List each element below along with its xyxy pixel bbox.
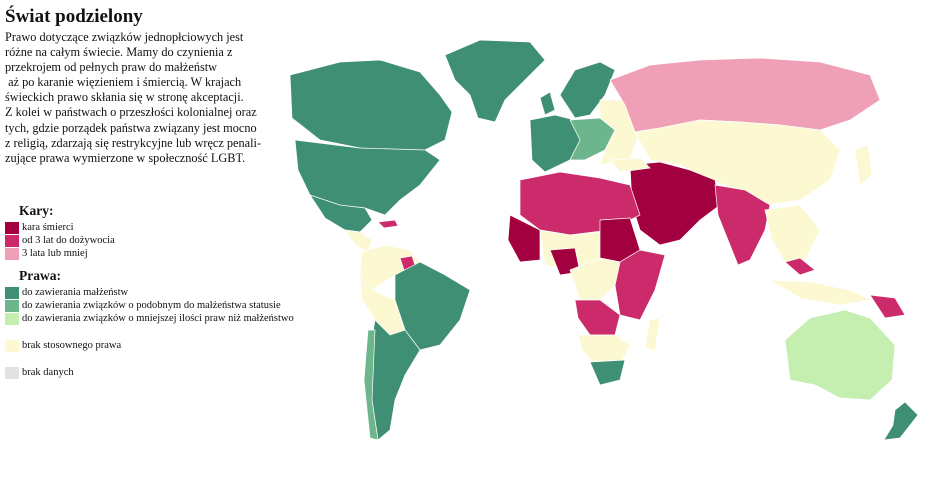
description-line: tych, gdzie porządek państwa związany je… [5,120,257,135]
legend-item: brak danych [5,366,325,379]
legend-section-title: Prawa: [19,268,61,283]
legend-swatch [5,339,19,352]
india [714,184,771,266]
japan [854,144,873,186]
middle-east [629,161,721,246]
png [869,294,906,319]
legend: Kary: kara śmierci od 3 lat do dożywocia 3 … [5,203,325,379]
legend-item: 3 lata lub mniej [5,247,325,260]
uk [539,91,556,116]
south-africa [589,359,626,386]
description-line: Z kolei w państwach o przeszłości koloni… [5,105,257,120]
legend-swatch [5,234,19,247]
legend-label: 3 lata lub mniej [22,248,88,259]
legend-label: do zawierania związków o mniejszej ilośc… [22,313,294,324]
description-line: aż po karanie więzieniem i śmiercią. W k… [5,75,242,90]
australia [784,309,896,401]
legend-gap [5,352,325,366]
legend-item: brak stosownego prawa [5,339,325,352]
description-line: zujące prawa wymierzone w społeczność LG… [5,150,246,165]
turkey [609,157,651,173]
legend-label: do zawierania związków o podobnym do mał… [22,300,281,311]
description-line: z religią, zdarzają się restrykcyjne lub… [5,135,262,150]
chile [363,329,379,441]
legend-swatch [5,221,19,234]
congo [574,299,621,336]
description-line: świeckich prawo skłania się w stronę akc… [5,90,244,105]
legend-item: kara śmierci [5,221,325,234]
new-zealand [883,401,919,441]
greenland [444,39,546,123]
legend-label: kara śmierci [22,222,74,233]
madagascar [644,317,661,351]
legend-swatch [5,299,19,312]
legend-swatch [5,247,19,260]
caribbean [377,219,399,229]
description: Prawo dotyczące związków jednopłciowych … [5,30,261,166]
east-africa [614,249,666,321]
legend-section-title: Kary: [19,203,54,218]
description-line: przekrojem od pełnych praw do małżeństw [5,60,218,75]
west-africa [507,214,541,263]
legend-item: do zawierania związków o mniejszej ilośc… [5,312,325,325]
legend-label: od 3 lat do dożywocia [22,235,115,246]
central-america [344,229,373,253]
legend-swatch [5,312,19,325]
legend-label: do zawierania małżeństw [22,287,129,298]
russia [609,57,881,133]
legend-swatch [5,366,19,379]
usa [294,139,441,216]
description-line: Prawo dotyczące związków jednopłciowych … [5,30,244,44]
scandinavia [559,61,616,119]
legend-swatch [5,286,19,299]
malaysia [784,257,816,276]
canada [289,59,453,151]
se-asia [764,204,821,263]
legend-gap [5,260,325,268]
legend-item: od 3 lat do dożywocia [5,234,325,247]
legend-gap [5,325,325,339]
legend-item: do zawierania małżeństw [5,286,325,299]
legend-item: do zawierania związków o podobnym do mał… [5,299,325,312]
legend-label: brak stosownego prawa [22,340,122,351]
mexico [309,194,373,233]
description-line: różne na całym świecie. Mamy do czynieni… [5,45,233,60]
title: Świat podzielony [5,6,143,27]
indonesia [769,279,872,306]
legend-label: brak danych [22,367,74,378]
